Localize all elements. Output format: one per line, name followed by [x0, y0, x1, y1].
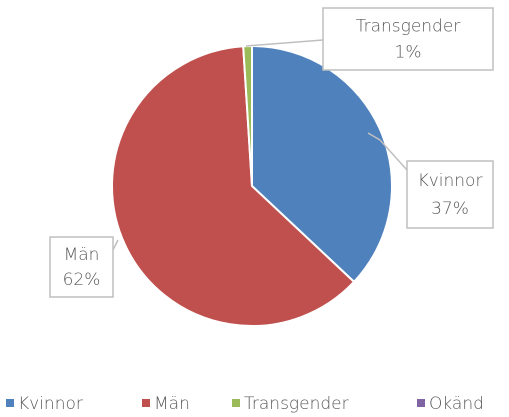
data-label: 1% [395, 43, 422, 63]
legend-swatch [142, 399, 150, 407]
legend-label: Män [154, 394, 190, 414]
label-name: Transgender [356, 17, 461, 37]
legend-swatch [417, 399, 425, 407]
label-box [49, 236, 114, 298]
data-label: 37% [431, 199, 469, 219]
data-label: 62% [63, 270, 101, 290]
label-box [406, 160, 494, 229]
legend-swatch [232, 399, 240, 407]
label-name: Kvinnor [418, 171, 483, 191]
legend-label: Transgender [244, 394, 349, 414]
legend-swatch [6, 399, 14, 407]
leader-line [367, 132, 408, 171]
label-name: Män [64, 245, 100, 265]
label-box [322, 7, 494, 71]
pie-slice [251, 44, 394, 284]
legend-label: Okänd [429, 394, 484, 414]
leader-line [245, 39, 324, 47]
legend-label: Kvinnor [18, 394, 83, 414]
leader-line [112, 239, 119, 251]
pie-slice [111, 45, 356, 327]
